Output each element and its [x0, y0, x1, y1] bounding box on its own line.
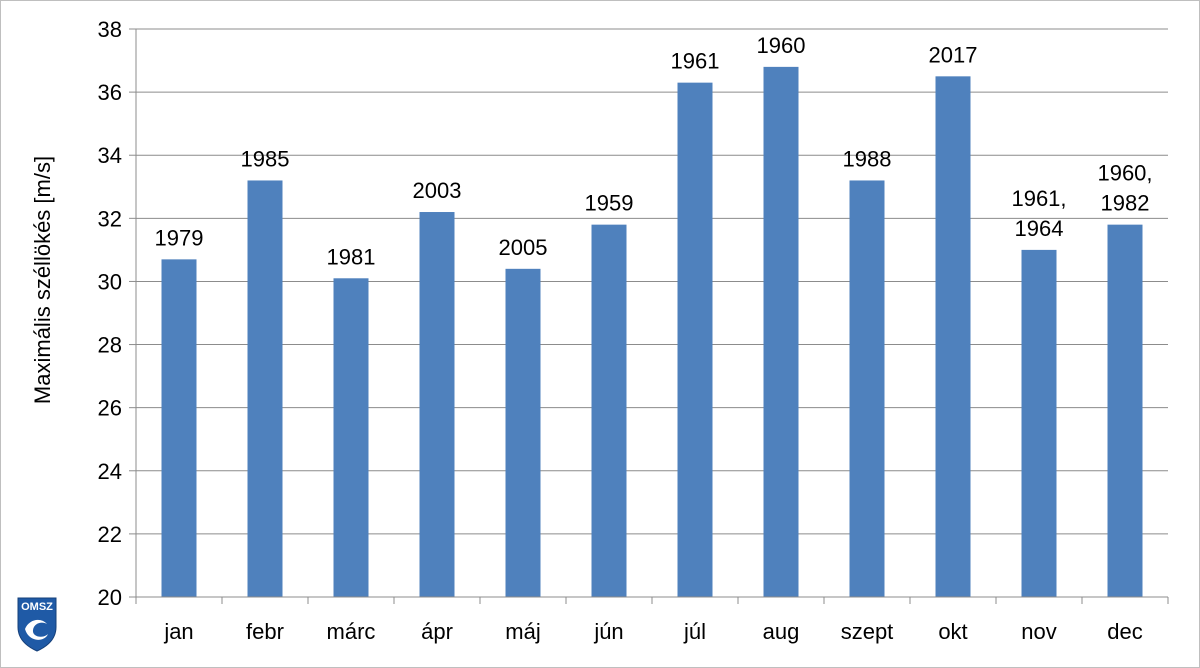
x-tick-label: márc [327, 619, 376, 644]
y-tick-label: 20 [98, 585, 122, 610]
bar-jan [161, 259, 197, 597]
y-tick-label: 32 [98, 206, 122, 231]
bars [161, 66, 1143, 598]
data-label: 2005 [499, 235, 548, 260]
data-label: 1964 [1015, 216, 1064, 241]
data-label: 1961 [671, 49, 720, 74]
y-tick-label: 26 [98, 396, 122, 421]
data-label: 2017 [929, 42, 978, 67]
bar-márc [333, 278, 369, 597]
y-tick-label: 24 [98, 459, 122, 484]
data-label: 1985 [241, 146, 290, 171]
y-tick-label: 34 [98, 143, 122, 168]
logo-text: OMSZ [21, 601, 53, 613]
y-axis-title: Maximális széllökés [m/s] [30, 156, 55, 404]
x-category-labels: jan febr márc ápr máj jún júl aug szept okt nov dec [163, 619, 1142, 644]
bar-júl [677, 82, 713, 597]
bar-aug [763, 66, 799, 597]
data-label: 1959 [585, 191, 634, 216]
bar-máj [505, 268, 541, 597]
bar-ápr [419, 212, 455, 597]
y-tick-label: 36 [98, 80, 122, 105]
grid-lines [129, 28, 1168, 598]
omsz-logo: OMSZ [17, 597, 57, 652]
data-labels: 1979 1985 1981 2003 2005 1959 1961 1960 1988 2017… [155, 33, 1153, 269]
data-label: 1981 [327, 244, 376, 269]
data-label: 1979 [155, 225, 204, 250]
data-label: 2003 [413, 178, 462, 203]
data-label: 1960 [757, 33, 806, 58]
x-tick-label: jún [593, 619, 623, 644]
x-tick-label: nov [1021, 619, 1056, 644]
bar-szept [849, 180, 885, 597]
bar-jún [591, 224, 627, 597]
x-tick-label: szept [841, 619, 894, 644]
y-tick-label: 28 [98, 333, 122, 358]
data-label: 1982 [1101, 191, 1150, 216]
x-tick-label: febr [246, 619, 284, 644]
x-tick-label: máj [505, 619, 540, 644]
x-tick-label: júl [683, 619, 706, 644]
bar-dec [1107, 224, 1143, 597]
data-label: 1960, [1097, 161, 1152, 186]
axes [135, 29, 1169, 604]
y-tick-label: 22 [98, 522, 122, 547]
bar-nov [1021, 249, 1057, 597]
data-label: 1961, [1011, 186, 1066, 211]
x-tick-label: ápr [421, 619, 453, 644]
logo-shield-shape [17, 597, 57, 652]
x-tick-label: okt [938, 619, 967, 644]
logo-wave-icon [25, 619, 48, 640]
y-tick-label: 38 [98, 17, 122, 42]
y-tick-labels: 20 22 24 26 28 30 32 34 36 38 [98, 17, 122, 610]
x-tick-label: aug [763, 619, 800, 644]
bar-okt [935, 76, 971, 598]
y-tick-label: 30 [98, 269, 122, 294]
x-tick-label: jan [163, 619, 193, 644]
data-label: 1988 [843, 146, 892, 171]
x-tick-label: dec [1107, 619, 1142, 644]
bar-febr [247, 180, 283, 597]
